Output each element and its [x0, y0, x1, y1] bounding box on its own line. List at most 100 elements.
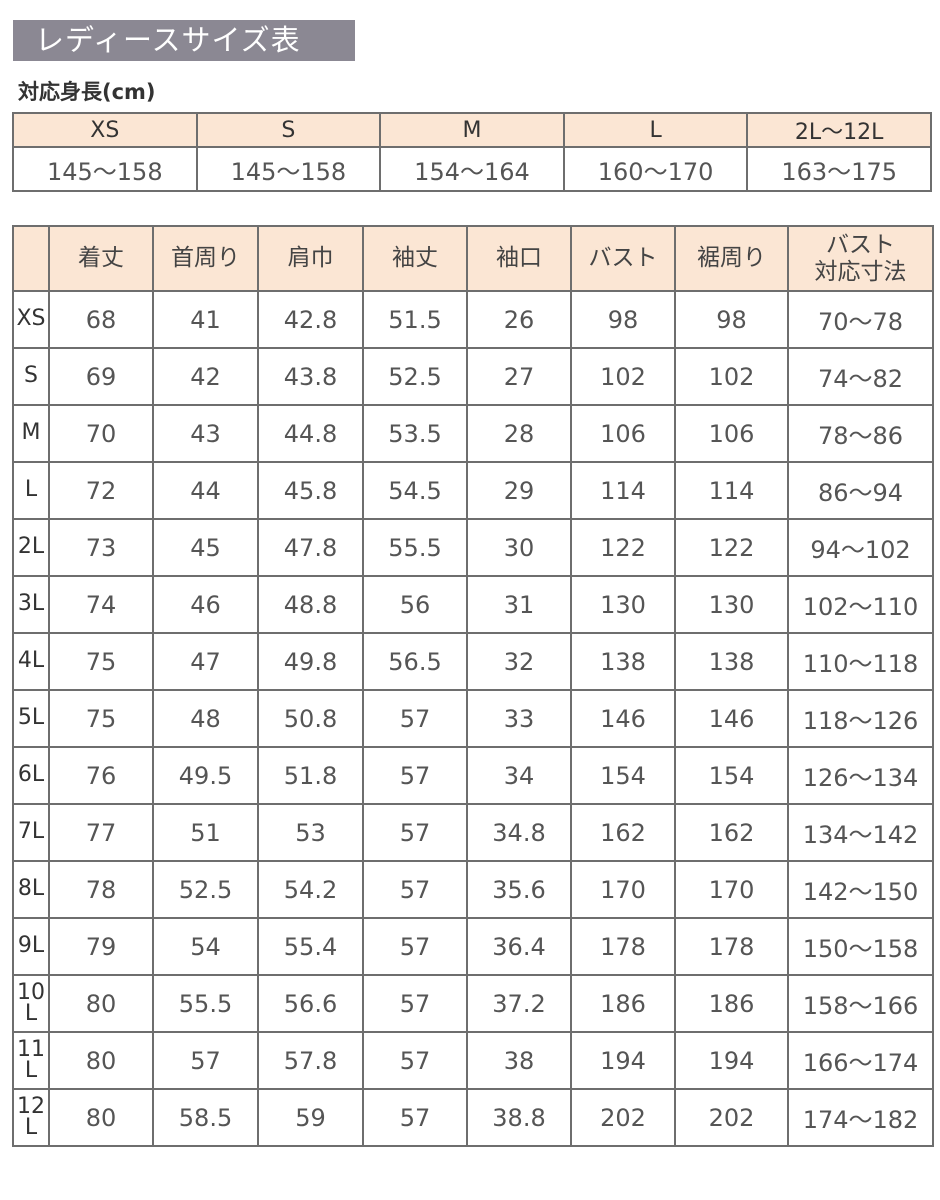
table-cell: 75 — [48, 689, 154, 748]
size-header: XS — [12, 112, 198, 148]
table-cell: 86〜94 — [787, 461, 934, 520]
size-header: L — [562, 112, 749, 148]
table-cell: 166〜174 — [787, 1031, 934, 1090]
table-cell: 57 — [362, 689, 468, 748]
size-label: 8L — [12, 860, 50, 919]
size-label: XS — [12, 290, 50, 349]
table-cell: 98 — [570, 290, 676, 349]
table-cell: 54.2 — [257, 860, 364, 919]
table-cell: 51.8 — [257, 746, 364, 805]
size-label: M — [12, 404, 50, 463]
table-cell: 73 — [48, 518, 154, 577]
table-cell: 114 — [570, 461, 676, 520]
size-label: 11L — [12, 1031, 50, 1090]
table-row: 6L 76 49.5 51.8 57 34 154 154 126〜134 — [12, 746, 934, 805]
size-table: 着丈 首周り 肩巾 袖丈 袖口 バスト 裾周り バスト 対応寸法 XS 68 41 42.8 51.5… — [12, 225, 934, 1147]
table-cell: 34 — [466, 746, 572, 805]
table-cell: 110〜118 — [787, 632, 934, 691]
page-title: レディースサイズ表 — [13, 20, 355, 61]
table-cell: 57.8 — [257, 1031, 364, 1090]
table-cell: 48.8 — [257, 575, 364, 634]
height-range: 145〜158 — [195, 146, 382, 192]
table-cell: 138 — [674, 632, 789, 691]
column-header: 裾周り — [674, 225, 789, 292]
corner-cell — [12, 225, 50, 292]
table-cell: 194 — [570, 1031, 676, 1090]
table-cell: 134〜142 — [787, 803, 934, 862]
table-cell: 122 — [674, 518, 789, 577]
table-cell: 34.8 — [466, 803, 572, 862]
table-cell: 55.5 — [362, 518, 468, 577]
table-cell: 43.8 — [257, 347, 364, 406]
table-cell: 30 — [466, 518, 572, 577]
table-cell: 68 — [48, 290, 154, 349]
table-cell: 154 — [674, 746, 789, 805]
table-cell: 57 — [362, 917, 468, 976]
table-cell: 57 — [362, 1031, 468, 1090]
table-cell: 57 — [152, 1031, 259, 1090]
table-cell: 56 — [362, 575, 468, 634]
table-cell: 202 — [570, 1088, 676, 1147]
height-table: XS S M L 2L〜12L 145〜158 145〜158 154〜164 160〜170… — [12, 112, 932, 192]
table-cell: 118〜126 — [787, 689, 934, 748]
table-cell: 38 — [466, 1031, 572, 1090]
table-cell: 42 — [152, 347, 259, 406]
table-cell: 51.5 — [362, 290, 468, 349]
table-cell: 56.6 — [257, 974, 364, 1033]
table-row: 5L 75 48 50.8 57 33 146 146 118〜126 — [12, 689, 934, 748]
table-cell: 49.5 — [152, 746, 259, 805]
table-cell: 70 — [48, 404, 154, 463]
table-row: 11L 80 57 57.8 57 38 194 194 166〜174 — [12, 1031, 934, 1090]
table-cell: 57 — [362, 746, 468, 805]
table-cell: 106 — [674, 404, 789, 463]
table-cell: 178 — [570, 917, 676, 976]
table-cell: 44.8 — [257, 404, 364, 463]
table-cell: 72 — [48, 461, 154, 520]
table-cell: 52.5 — [362, 347, 468, 406]
table-cell: 45.8 — [257, 461, 364, 520]
column-header: 袖丈 — [362, 225, 468, 292]
table-cell: 52.5 — [152, 860, 259, 919]
table-cell: 53 — [257, 803, 364, 862]
size-label: 5L — [12, 689, 50, 748]
height-label: 対応身長(cm) — [18, 80, 156, 104]
table-cell: 80 — [48, 1031, 154, 1090]
size-label: L — [12, 461, 50, 520]
table-row: 4L 75 47 49.8 56.5 32 138 138 110〜118 — [12, 632, 934, 691]
table-cell: 36.4 — [466, 917, 572, 976]
table-cell: 138 — [570, 632, 676, 691]
table-cell: 58.5 — [152, 1088, 259, 1147]
table-cell: 154 — [570, 746, 676, 805]
table-cell: 150〜158 — [787, 917, 934, 976]
table-cell: 102 — [674, 347, 789, 406]
size-label: 9L — [12, 917, 50, 976]
table-cell: 98 — [674, 290, 789, 349]
table-cell: 202 — [674, 1088, 789, 1147]
table-cell: 33 — [466, 689, 572, 748]
table-row: 8L 78 52.5 54.2 57 35.6 170 170 142〜150 — [12, 860, 934, 919]
table-cell: 45 — [152, 518, 259, 577]
column-header: 着丈 — [48, 225, 154, 292]
table-cell: 38.8 — [466, 1088, 572, 1147]
table-cell: 44 — [152, 461, 259, 520]
table-cell: 28 — [466, 404, 572, 463]
size-label: 2L — [12, 518, 50, 577]
table-row: 2L 73 45 47.8 55.5 30 122 122 94〜102 — [12, 518, 934, 577]
table-cell: 74〜82 — [787, 347, 934, 406]
table-cell: 35.6 — [466, 860, 572, 919]
table-cell: 130 — [674, 575, 789, 634]
table-cell: 32 — [466, 632, 572, 691]
table-cell: 47 — [152, 632, 259, 691]
table-cell: 106 — [570, 404, 676, 463]
table-row: 12L 80 58.5 59 57 38.8 202 202 174〜182 — [12, 1088, 934, 1147]
table-cell: 174〜182 — [787, 1088, 934, 1147]
table-cell: 158〜166 — [787, 974, 934, 1033]
table-cell: 74 — [48, 575, 154, 634]
height-range: 163〜175 — [746, 146, 932, 192]
column-header: バスト 対応寸法 — [787, 225, 934, 292]
column-header: 袖口 — [466, 225, 572, 292]
table-cell: 43 — [152, 404, 259, 463]
table-cell: 42.8 — [257, 290, 364, 349]
table-row: XS 68 41 42.8 51.5 26 98 98 70〜78 — [12, 290, 934, 349]
size-header: S — [195, 112, 382, 148]
